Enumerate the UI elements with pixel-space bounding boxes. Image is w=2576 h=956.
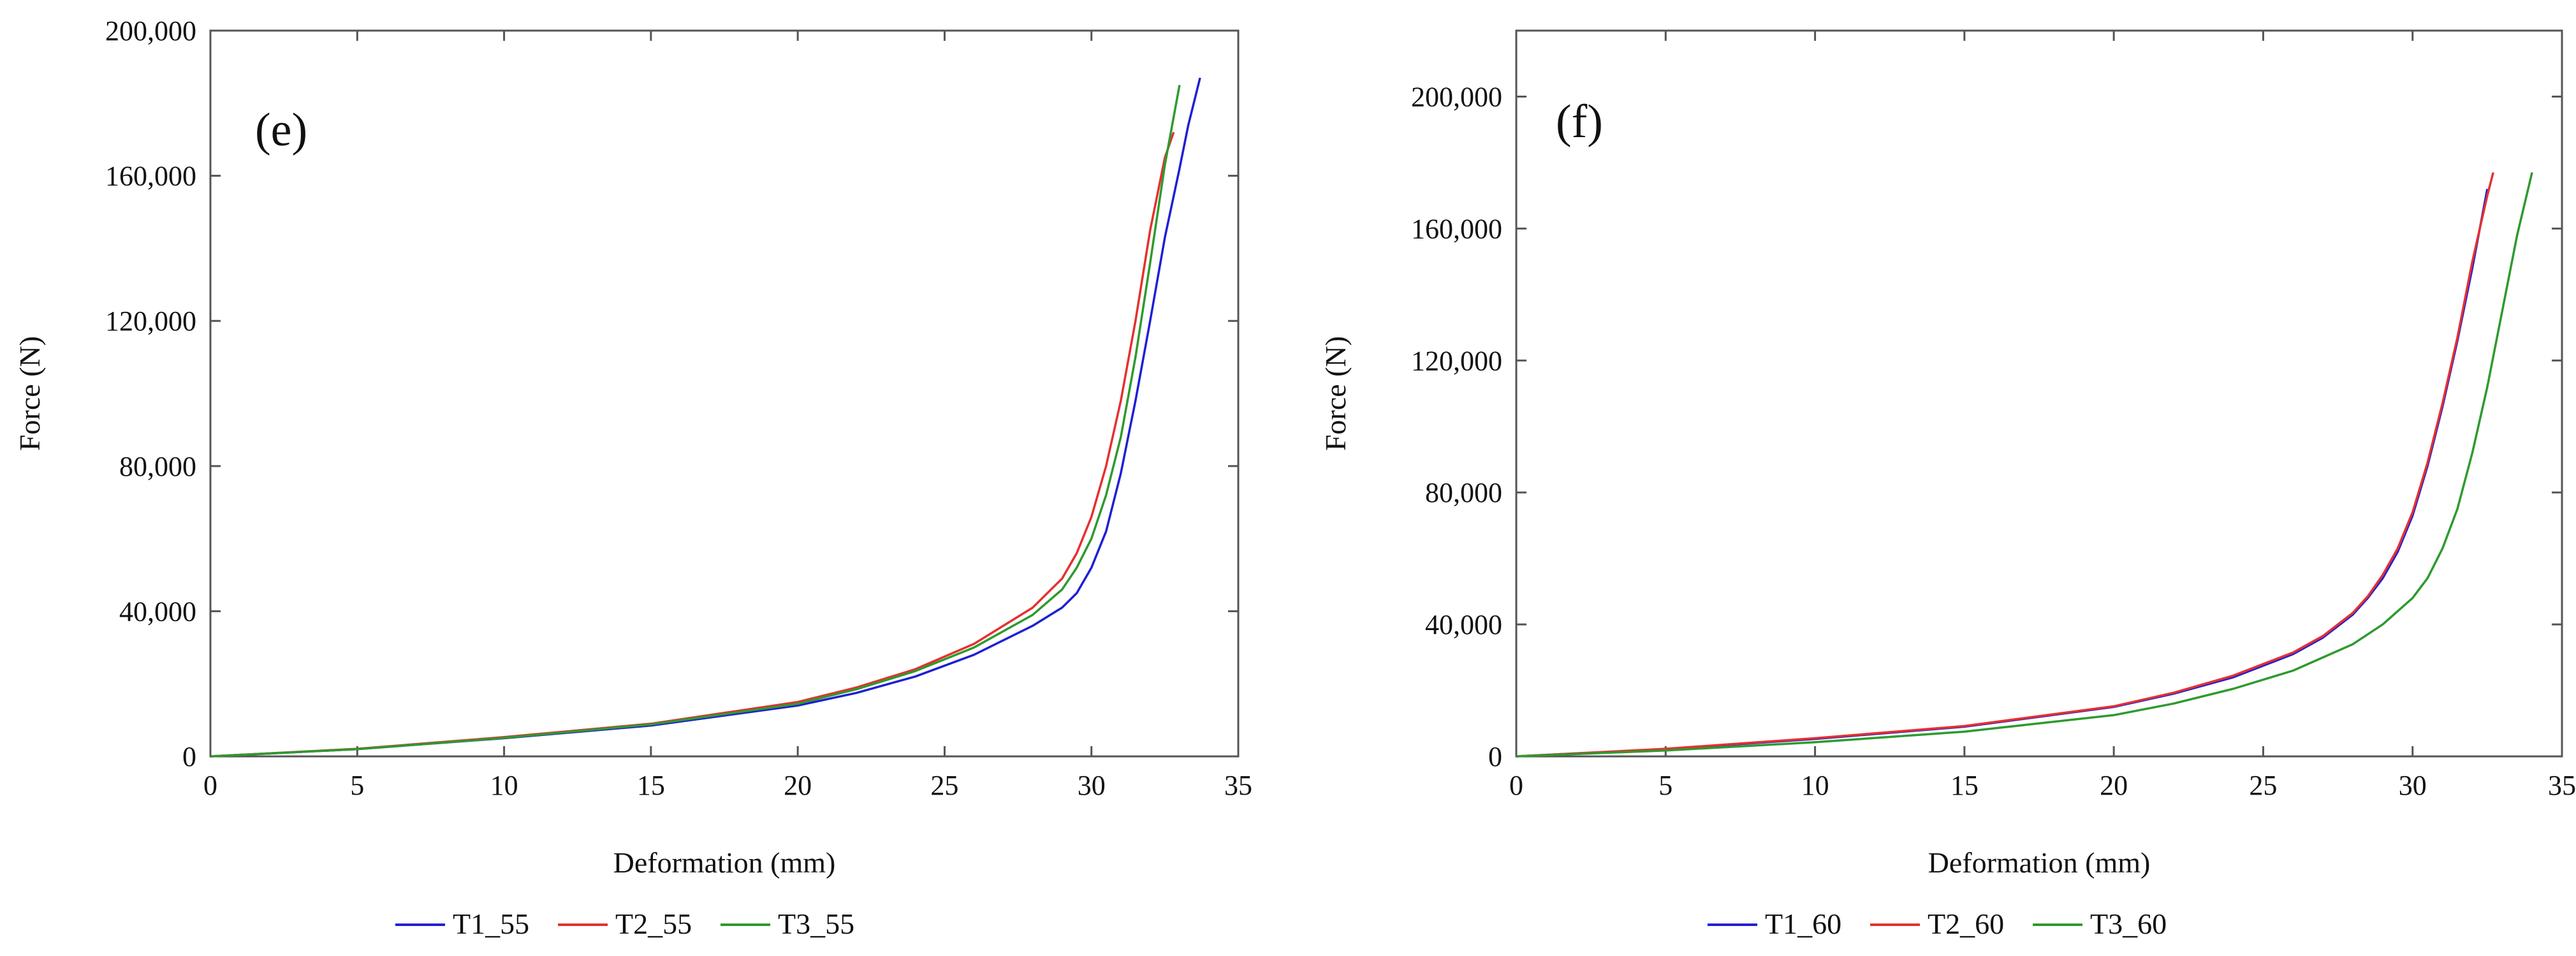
y-tick-label: 120,000: [1411, 345, 1502, 376]
plot-frame-e: [209, 29, 1240, 758]
series-line-t2-60: [1516, 172, 2494, 758]
x-tick-label: 10: [1801, 770, 1829, 801]
x-tick-label: 0: [1509, 770, 1523, 801]
series-line-t3-60: [1516, 172, 2533, 758]
y-tick-label: 160,000: [105, 161, 196, 192]
x-tick-label: 15: [1950, 770, 1979, 801]
x-tick-label: 30: [2399, 770, 2427, 801]
x-axis-title-e: Deformation (mm): [613, 846, 836, 879]
x-tick-label: 20: [2100, 770, 2128, 801]
y-axis-title-e: Force (N): [13, 336, 46, 451]
y-tick-label: 80,000: [119, 451, 196, 482]
x-tick-label: 35: [1224, 770, 1252, 801]
y-tick-label: 200,000: [1411, 81, 1502, 112]
x-tick-label: 25: [2249, 770, 2277, 801]
x-tick-label: 25: [930, 770, 958, 801]
legend-label: T2_55: [615, 908, 692, 940]
ticks-f: 0 5 10 15 20 25 30 35 0 40,000 80,000 120,000 160,00…: [1411, 31, 2576, 801]
x-tick-label: 30: [1078, 770, 1106, 801]
legend-label: T3_60: [2090, 908, 2167, 940]
series-line-t3-55: [210, 84, 1181, 758]
series-line-t1-55: [210, 77, 1201, 758]
panel-label-e: (e): [255, 104, 307, 156]
x-tick-label: 20: [784, 770, 812, 801]
y-tick-label: 40,000: [119, 596, 196, 627]
y-tick-label: 120,000: [105, 305, 196, 337]
x-tick-label: 0: [203, 770, 217, 801]
y-tick-label: 160,000: [1411, 213, 1502, 244]
legend-f: T1_60 T2_60 T3_60: [1708, 908, 2167, 940]
ticks-e: 0 5 10 15 20 25 30 35 0 40,000 80,000 120,000 160,00…: [105, 15, 1252, 801]
plot-frame-f: [1515, 29, 2563, 758]
legend-label: T2_60: [1928, 908, 2004, 940]
series-line-t1-60: [1516, 188, 2489, 758]
y-axis-title-f: Force (N): [1319, 336, 1352, 451]
x-axis-title-f: Deformation (mm): [1928, 846, 2151, 879]
y-tick-label: 0: [1488, 741, 1502, 772]
legend-label: T3_55: [778, 908, 854, 940]
series-e: [210, 77, 1201, 758]
x-tick-label: 15: [637, 770, 665, 801]
legend-label: T1_55: [453, 908, 529, 940]
x-tick-label: 35: [2548, 770, 2576, 801]
y-tick-label: 0: [182, 741, 196, 772]
legend-label: T1_60: [1765, 908, 1841, 940]
y-tick-label: 80,000: [1425, 477, 1502, 508]
legend-e: T1_55 T2_55 T3_55: [395, 908, 854, 940]
panel-label-f: (f): [1556, 96, 1603, 148]
series-f: [1516, 172, 2533, 758]
y-tick-label: 200,000: [105, 15, 196, 47]
chart-panel-e: 0 5 10 15 20 25 30 35 0 40,000 80,000 120,000 160,00…: [13, 15, 1252, 940]
y-tick-label: 40,000: [1425, 609, 1502, 640]
series-line-t2-55: [210, 131, 1175, 758]
x-tick-label: 5: [1658, 770, 1672, 801]
x-tick-label: 10: [490, 770, 518, 801]
x-tick-label: 5: [350, 770, 364, 801]
chart-panel-f: 0 5 10 15 20 25 30 35 0 40,000 80,000 120,000 160,00…: [1319, 29, 2576, 940]
